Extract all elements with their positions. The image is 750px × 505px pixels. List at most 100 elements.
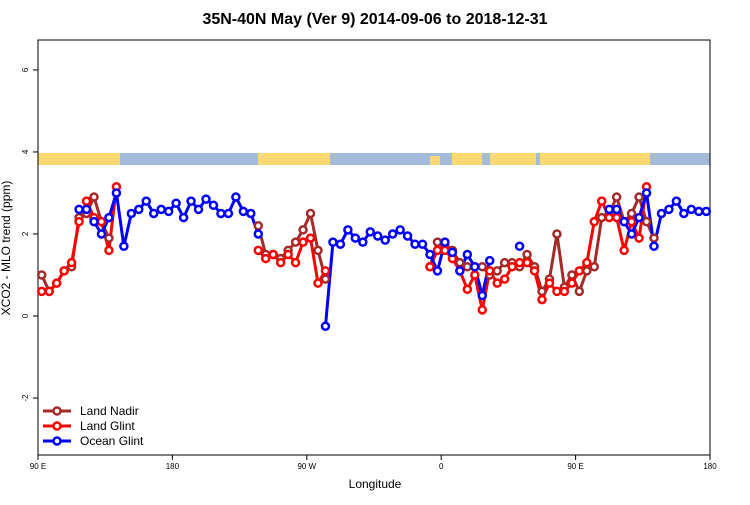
data-point — [604, 212, 614, 223]
data-point — [634, 233, 644, 243]
data-point — [350, 233, 361, 243]
data-point — [686, 204, 697, 215]
data-point — [134, 204, 144, 215]
data-point — [298, 237, 308, 247]
data-point — [507, 262, 517, 272]
data-point — [320, 274, 331, 284]
land-mask-strip — [38, 153, 710, 165]
data-point — [470, 270, 480, 280]
data-point — [596, 212, 607, 223]
land-band — [430, 156, 440, 165]
data-point — [679, 208, 689, 219]
data-point — [410, 239, 420, 249]
data-point — [283, 249, 293, 260]
data-point — [238, 206, 249, 217]
data-point — [104, 212, 114, 223]
data-point — [649, 241, 659, 252]
data-point — [664, 204, 674, 215]
data-point — [402, 231, 413, 241]
data-point — [477, 305, 488, 315]
data-point — [537, 294, 547, 305]
data-point — [156, 204, 166, 215]
data-point — [589, 262, 600, 272]
data-point — [432, 245, 443, 256]
data-point — [417, 239, 428, 249]
data-point — [634, 192, 644, 202]
legend-label: Land Glint — [80, 419, 135, 433]
land-band — [540, 153, 650, 165]
data-point — [611, 212, 622, 223]
data-point — [275, 257, 286, 268]
data-point — [186, 196, 196, 206]
legend-label: Land Nadir — [80, 404, 139, 418]
data-point — [484, 266, 495, 276]
legend-marker — [52, 436, 62, 446]
data-point — [574, 286, 585, 297]
data-point — [522, 257, 532, 268]
data-point — [604, 204, 614, 215]
data-point — [208, 200, 219, 211]
data-point — [552, 286, 562, 297]
data-point — [253, 221, 264, 231]
data-point — [253, 245, 264, 256]
data-point — [178, 212, 189, 223]
data-point — [36, 270, 47, 280]
data-point — [544, 278, 555, 288]
data-point — [343, 225, 353, 235]
data-point — [171, 198, 181, 208]
data-point — [470, 262, 480, 272]
data-point — [268, 249, 278, 260]
data-point — [567, 278, 577, 288]
data-point — [81, 196, 92, 206]
land-band — [490, 153, 536, 165]
data-point — [36, 286, 47, 297]
data-point — [574, 266, 585, 276]
data-point — [611, 192, 622, 202]
data-point — [589, 216, 600, 227]
data-point — [567, 270, 577, 280]
data-point — [44, 286, 54, 297]
land-band — [258, 153, 330, 165]
data-point — [141, 196, 152, 206]
y-tick-label: -2 — [21, 394, 30, 402]
land-band — [452, 153, 482, 165]
data-point — [74, 216, 84, 227]
data-point — [305, 208, 316, 219]
x-tick-label: 180 — [703, 462, 717, 471]
data-point — [320, 321, 331, 331]
data-point — [462, 284, 473, 295]
y-tick-label: 6 — [21, 67, 30, 72]
data-point — [641, 188, 652, 198]
y-tick-label: 4 — [21, 149, 30, 154]
data-point — [514, 241, 525, 252]
data-point — [387, 229, 398, 239]
data-point — [51, 278, 62, 288]
legend-label: Ocean Glint — [80, 434, 144, 448]
data-point — [104, 233, 114, 243]
data-point — [358, 237, 368, 247]
data-point — [193, 204, 204, 215]
data-point — [641, 216, 652, 227]
data-point — [649, 233, 659, 243]
data-point — [313, 245, 323, 256]
data-point — [477, 290, 488, 301]
data-point — [260, 253, 271, 264]
data-point — [596, 196, 607, 206]
data-point — [611, 204, 622, 215]
data-point — [537, 286, 547, 297]
data-point — [425, 262, 435, 272]
data-point — [619, 245, 629, 256]
data-point — [111, 188, 122, 198]
data-point — [74, 204, 84, 215]
data-point — [656, 208, 667, 219]
data-point — [231, 192, 241, 202]
chart-title: 35N-40N May (Ver 9) 2014-09-06 to 2018-1… — [202, 11, 547, 28]
data-point — [440, 237, 450, 247]
data-point — [694, 206, 704, 217]
x-tick-label: 90 W — [297, 462, 316, 471]
data-point — [96, 216, 107, 227]
data-point — [305, 233, 316, 243]
data-point — [119, 241, 129, 252]
data-point — [313, 278, 323, 288]
land-band — [38, 153, 120, 165]
